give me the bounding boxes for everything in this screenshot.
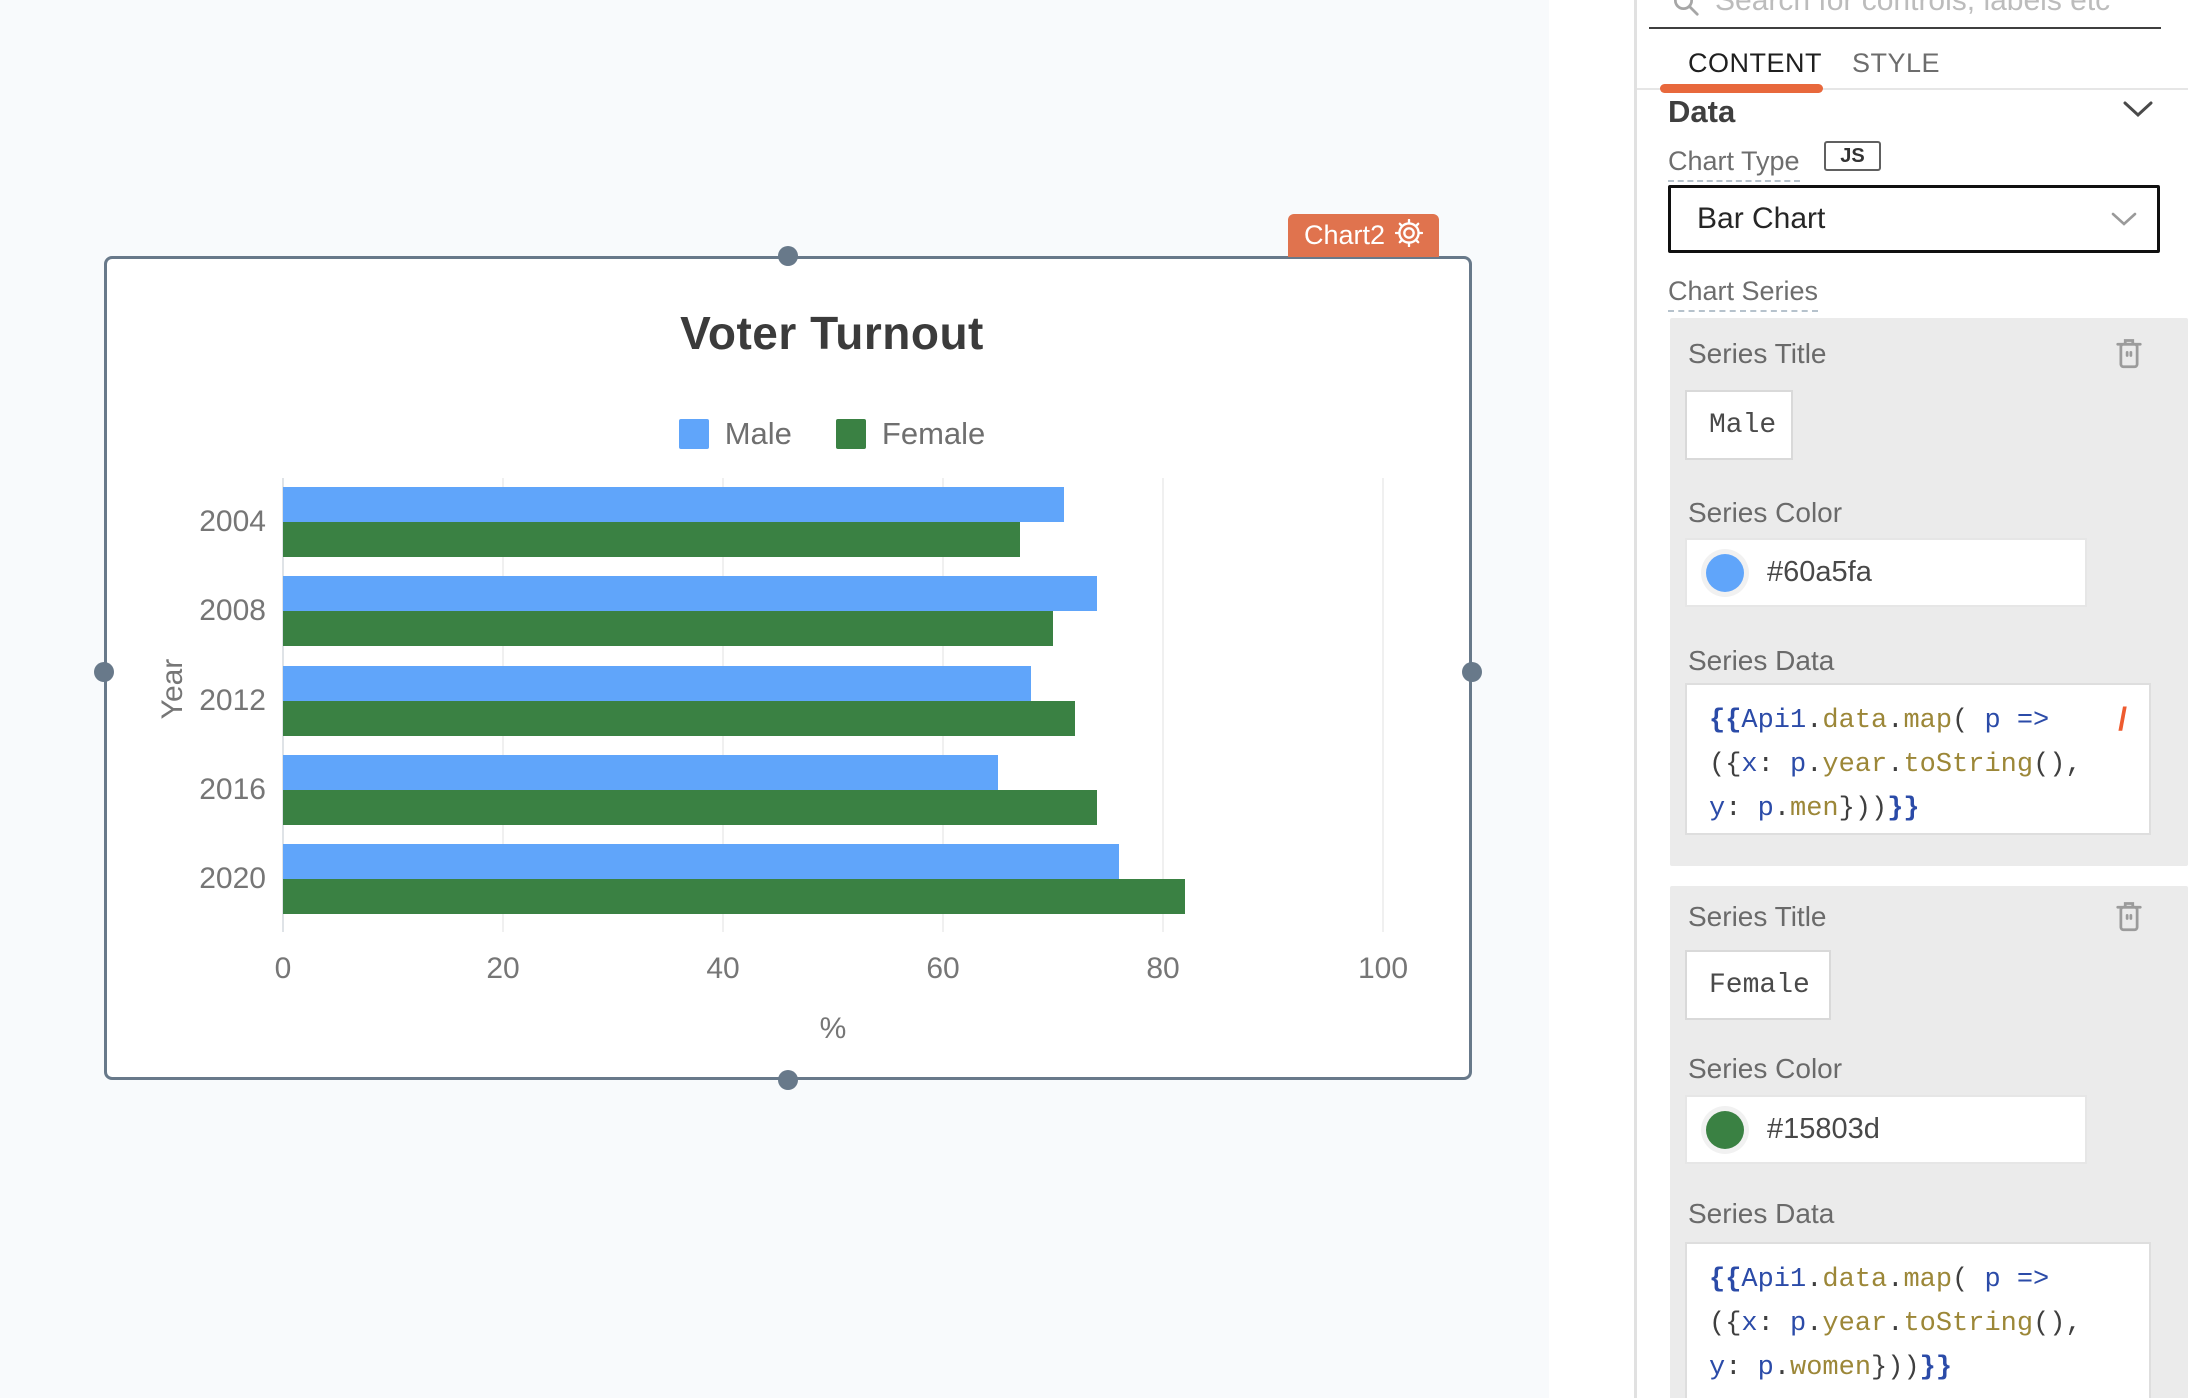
bar-male-2012[interactable] xyxy=(283,666,1031,701)
series-color-label: Series Color xyxy=(1688,497,1843,528)
tabs-hairline xyxy=(1637,88,2188,90)
property-panel: Search for controls, labels etc CONTENT … xyxy=(1637,0,2188,1398)
bar-female-2012[interactable] xyxy=(283,701,1075,736)
x-tick-label: 20 xyxy=(486,952,520,985)
search-icon xyxy=(1674,0,1699,16)
y-category-label: 2008 xyxy=(199,594,266,627)
series-title-input[interactable]: Male xyxy=(1685,390,1793,460)
widget-settings-gear-icon[interactable] xyxy=(1394,218,1424,252)
color-swatch[interactable] xyxy=(1706,553,1744,592)
property-search-input[interactable]: Search for controls, labels etc xyxy=(1637,0,2188,29)
bar-female-2004[interactable] xyxy=(283,522,1020,557)
chart-title: Voter Turnout xyxy=(680,307,984,359)
legend-swatch xyxy=(678,419,709,449)
series-color-input[interactable]: #15803d xyxy=(1685,1095,2087,1164)
gridline xyxy=(1382,478,1384,932)
delete-series-trash-icon[interactable] xyxy=(2114,336,2144,375)
x-tick-label: 100 xyxy=(1357,952,1409,985)
series-data-label: Series Data xyxy=(1688,645,1835,676)
widget-name-badge[interactable]: Chart2 xyxy=(1288,214,1440,257)
series-data-code-editor[interactable]: {{Api1.data.map( p => ({x: p.year.toStri… xyxy=(1685,683,2151,835)
search-underline xyxy=(1649,27,2161,29)
series-color-label: Series Color xyxy=(1688,1053,1843,1084)
series-data-label: Series Data xyxy=(1688,1198,1835,1229)
chevron-down-icon xyxy=(2111,212,2137,226)
x-tick-label: 60 xyxy=(926,952,960,985)
legend-swatch xyxy=(835,419,866,449)
bar-female-2008[interactable] xyxy=(283,611,1053,646)
series-color-input[interactable]: #60a5fa xyxy=(1685,538,2087,607)
chart-type-label: Chart Type xyxy=(1668,146,1800,182)
color-swatch-halo xyxy=(1701,1105,1749,1154)
bar-female-2020[interactable] xyxy=(283,879,1185,914)
legend-label: Female xyxy=(881,416,986,451)
series-title-label: Series Title xyxy=(1688,901,1827,932)
panel-divider xyxy=(1634,0,1637,1398)
chart-legend: Male Female xyxy=(280,416,1384,452)
active-tab-underline xyxy=(1660,84,1823,93)
legend-label: Male xyxy=(724,416,792,451)
bar-male-2016[interactable] xyxy=(283,755,998,790)
color-hex-value: #15803d xyxy=(1767,1113,1880,1145)
bar-female-2016[interactable] xyxy=(283,790,1097,825)
y-category-label: 2012 xyxy=(199,684,266,717)
delete-series-trash-icon[interactable] xyxy=(2114,899,2144,938)
search-placeholder: Search for controls, labels etc xyxy=(1715,0,2111,17)
bar-male-2020[interactable] xyxy=(283,844,1119,879)
js-toggle-button[interactable]: JS xyxy=(1824,141,1881,171)
chart-type-select[interactable]: Bar Chart xyxy=(1668,185,2160,253)
resize-handle-left[interactable] xyxy=(94,662,114,682)
chart-type-value: Bar Chart xyxy=(1697,202,1826,235)
gridline xyxy=(1162,478,1164,932)
x-axis-label: % xyxy=(819,1012,847,1045)
widget-name-label: Chart2 xyxy=(1304,220,1386,250)
resize-handle-bottom[interactable] xyxy=(778,1070,798,1090)
series-card-male: Series Title Male Series Color #60a5fa S… xyxy=(1670,318,2188,866)
color-swatch-halo xyxy=(1701,548,1749,597)
legend-item-female[interactable]: Female xyxy=(835,416,986,452)
resize-handle-top[interactable] xyxy=(778,246,798,266)
editor-canvas[interactable]: Chart2 Voter Turnout Male Female 0 20 40 60 8… xyxy=(0,0,1549,1398)
color-hex-value: #60a5fa xyxy=(1767,556,1872,588)
x-tick-label: 0 xyxy=(274,952,292,985)
series-data-code-editor[interactable]: {{Api1.data.map( p => ({x: p.year.toStri… xyxy=(1685,1242,2151,1398)
chevron-down-icon[interactable] xyxy=(2123,100,2153,123)
color-swatch[interactable] xyxy=(1706,1110,1744,1149)
series-title-input[interactable]: Female xyxy=(1685,950,1831,1020)
series-title-label: Series Title xyxy=(1688,338,1827,369)
bar-male-2004[interactable] xyxy=(283,487,1064,522)
x-tick-label: 80 xyxy=(1146,952,1180,985)
tab-style[interactable]: STYLE xyxy=(1852,48,1941,78)
series-card-female: Series Title Female Series Color #15803d… xyxy=(1670,886,2188,1398)
legend-item-male[interactable]: Male xyxy=(678,416,792,452)
y-category-label: 2004 xyxy=(199,505,266,538)
slash-command-hint[interactable]: / xyxy=(2118,701,2127,737)
chart-series-label: Chart Series xyxy=(1668,276,1819,312)
section-header-data[interactable]: Data xyxy=(1668,94,1736,129)
bar-male-2008[interactable] xyxy=(283,576,1097,611)
resize-handle-right[interactable] xyxy=(1462,662,1482,682)
y-category-label: 2020 xyxy=(199,862,266,895)
y-axis-label: Year xyxy=(156,658,189,720)
y-category-label: 2016 xyxy=(199,773,266,806)
x-tick-label: 40 xyxy=(706,952,740,985)
tab-content[interactable]: CONTENT xyxy=(1688,48,1822,78)
